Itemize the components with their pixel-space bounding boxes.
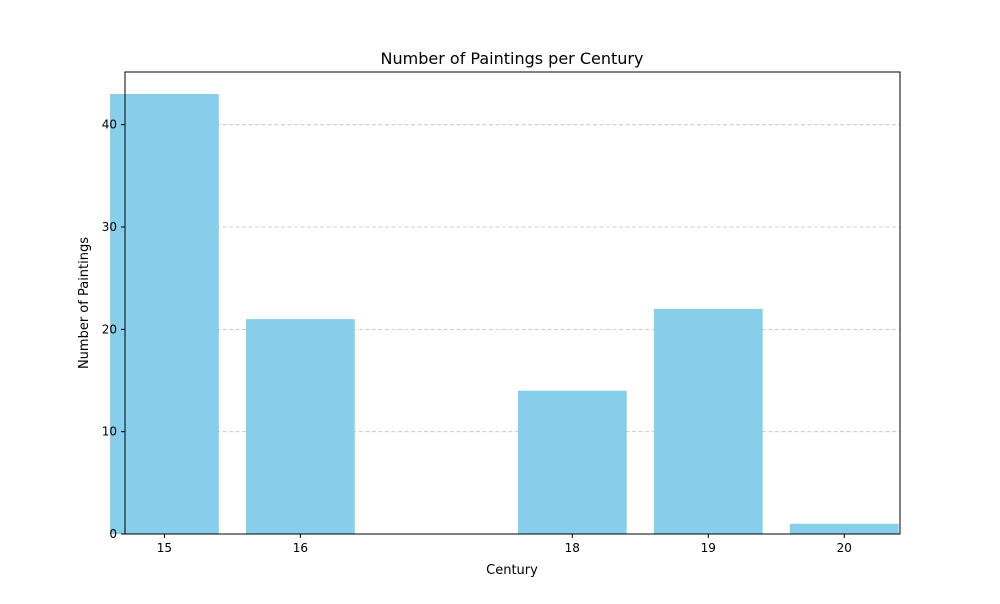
y-tick-label: 30 <box>102 220 117 234</box>
bar-20 <box>789 523 899 534</box>
bars <box>110 94 899 534</box>
x-tick-label: 20 <box>837 541 852 555</box>
y-tick-label: 10 <box>102 425 117 439</box>
bar-16 <box>246 319 355 534</box>
x-tick-label: 19 <box>701 541 716 555</box>
chart-title: Number of Paintings per Century <box>381 49 644 68</box>
axis-ticks: 0 10 20 30 40 15 16 18 19 20 <box>102 118 852 555</box>
x-axis-label: Century <box>486 563 538 578</box>
y-tick-label: 40 <box>102 118 117 132</box>
y-tick-label: 20 <box>102 322 117 336</box>
bar-15 <box>110 94 219 534</box>
y-tick-label: 0 <box>109 527 117 541</box>
x-tick-label: 15 <box>157 541 172 555</box>
bar-19 <box>653 308 763 534</box>
gridlines <box>125 124 900 433</box>
y-axis-label: Number of Paintings <box>77 237 92 369</box>
x-tick-label: 16 <box>293 541 308 555</box>
plot-area-frame <box>124 71 901 535</box>
bar-18 <box>517 390 627 534</box>
x-tick-label: 18 <box>565 541 580 555</box>
